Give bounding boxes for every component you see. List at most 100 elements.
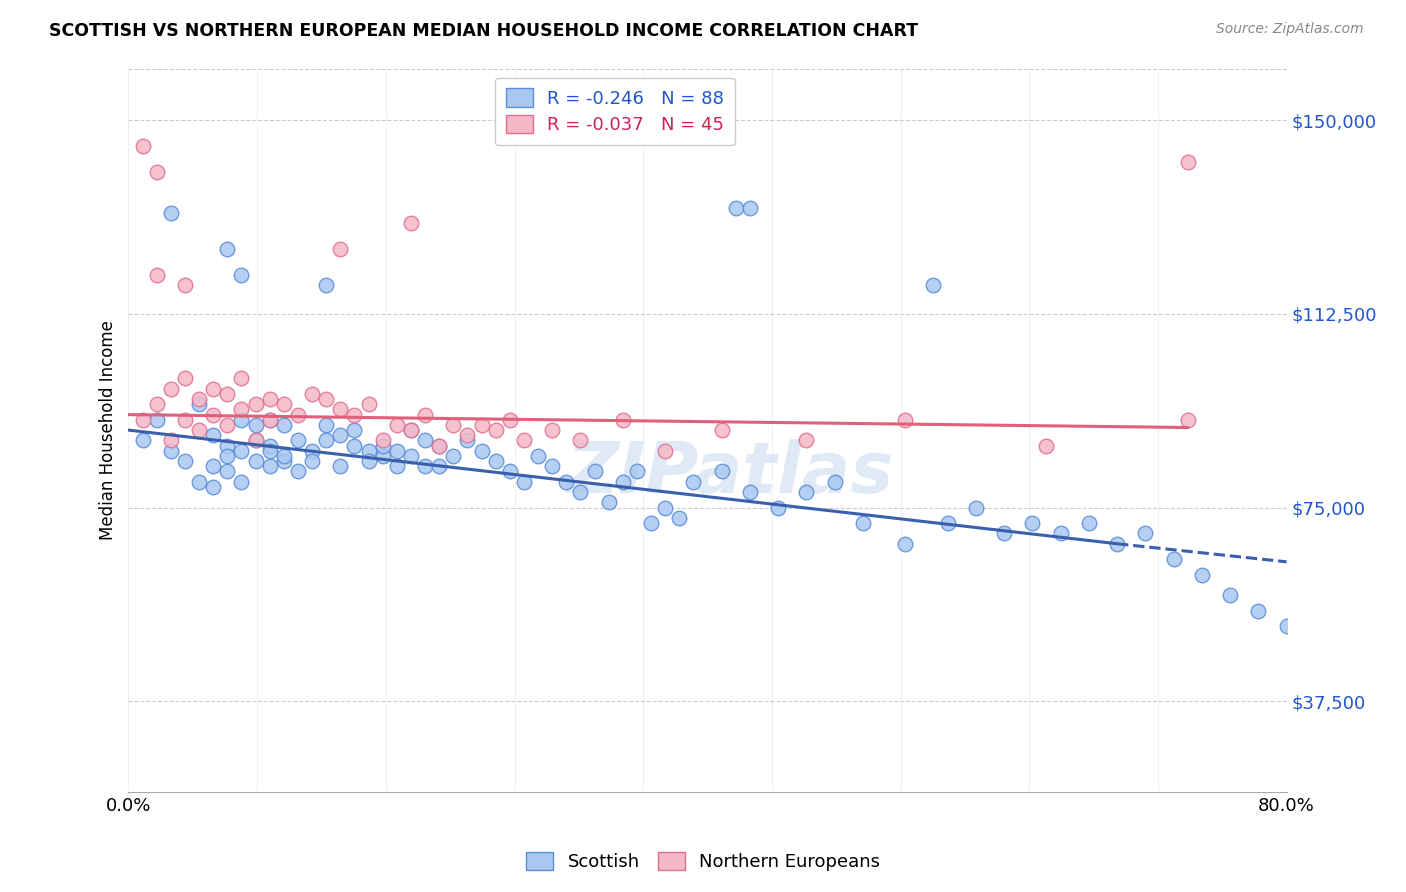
Point	[145, 397, 167, 411]
Point	[174, 413, 197, 427]
Point	[852, 516, 875, 530]
Point	[245, 454, 267, 468]
Point	[682, 475, 704, 489]
Point	[371, 439, 394, 453]
Point	[160, 382, 183, 396]
Point	[188, 392, 211, 406]
Point	[413, 459, 436, 474]
Point	[936, 516, 959, 530]
Point	[1077, 516, 1099, 530]
Point	[640, 516, 662, 530]
Point	[343, 423, 366, 437]
Point	[796, 485, 818, 500]
Point	[131, 413, 153, 427]
Point	[583, 465, 606, 479]
Point	[569, 434, 592, 448]
Point	[301, 454, 323, 468]
Point	[427, 439, 450, 453]
Point	[217, 449, 239, 463]
Point	[654, 500, 676, 515]
Point	[202, 480, 225, 494]
Point	[259, 443, 281, 458]
Point	[145, 268, 167, 282]
Point	[188, 397, 211, 411]
Point	[217, 465, 239, 479]
Point	[399, 217, 422, 231]
Point	[259, 413, 281, 427]
Point	[174, 278, 197, 293]
Y-axis label: Median Household Income: Median Household Income	[100, 320, 117, 540]
Point	[160, 206, 183, 220]
Point	[315, 392, 337, 406]
Point	[315, 434, 337, 448]
Point	[513, 475, 536, 489]
Point	[259, 392, 281, 406]
Point	[598, 495, 620, 509]
Point	[259, 439, 281, 453]
Point	[343, 439, 366, 453]
Point	[1191, 567, 1213, 582]
Point	[456, 434, 478, 448]
Point	[1317, 650, 1340, 665]
Point	[217, 243, 239, 257]
Point	[202, 382, 225, 396]
Point	[485, 423, 508, 437]
Point	[922, 278, 945, 293]
Point	[343, 408, 366, 422]
Point	[527, 449, 550, 463]
Point	[1107, 537, 1129, 551]
Point	[399, 449, 422, 463]
Point	[1219, 588, 1241, 602]
Text: SCOTTISH VS NORTHERN EUROPEAN MEDIAN HOUSEHOLD INCOME CORRELATION CHART: SCOTTISH VS NORTHERN EUROPEAN MEDIAN HOU…	[49, 22, 918, 40]
Point	[541, 459, 564, 474]
Point	[202, 408, 225, 422]
Point	[427, 439, 450, 453]
Point	[329, 402, 352, 417]
Point	[287, 465, 309, 479]
Point	[1247, 604, 1270, 618]
Point	[202, 459, 225, 474]
Point	[357, 454, 380, 468]
Point	[965, 500, 987, 515]
Point	[724, 201, 747, 215]
Point	[413, 434, 436, 448]
Point	[231, 413, 253, 427]
Point	[385, 417, 408, 432]
Point	[259, 413, 281, 427]
Point	[357, 397, 380, 411]
Point	[245, 417, 267, 432]
Point	[273, 449, 295, 463]
Point	[555, 475, 578, 489]
Point	[1021, 516, 1043, 530]
Point	[399, 423, 422, 437]
Point	[385, 443, 408, 458]
Point	[654, 443, 676, 458]
Point	[188, 475, 211, 489]
Point	[470, 443, 492, 458]
Point	[217, 387, 239, 401]
Point	[441, 449, 464, 463]
Point	[1275, 619, 1298, 633]
Point	[569, 485, 592, 500]
Point	[513, 434, 536, 448]
Point	[413, 408, 436, 422]
Point	[273, 417, 295, 432]
Text: Source: ZipAtlas.com: Source: ZipAtlas.com	[1216, 22, 1364, 37]
Point	[1303, 640, 1326, 654]
Point	[301, 443, 323, 458]
Point	[287, 408, 309, 422]
Point	[738, 485, 761, 500]
Point	[993, 526, 1015, 541]
Point	[766, 500, 789, 515]
Point	[131, 434, 153, 448]
Point	[499, 413, 522, 427]
Text: ZIPatlas: ZIPatlas	[567, 439, 894, 508]
Point	[1163, 552, 1185, 566]
Point	[612, 413, 634, 427]
Point	[894, 537, 917, 551]
Legend: Scottish, Northern Europeans: Scottish, Northern Europeans	[519, 845, 887, 879]
Point	[1035, 439, 1057, 453]
Point	[710, 465, 733, 479]
Point	[160, 443, 183, 458]
Point	[245, 397, 267, 411]
